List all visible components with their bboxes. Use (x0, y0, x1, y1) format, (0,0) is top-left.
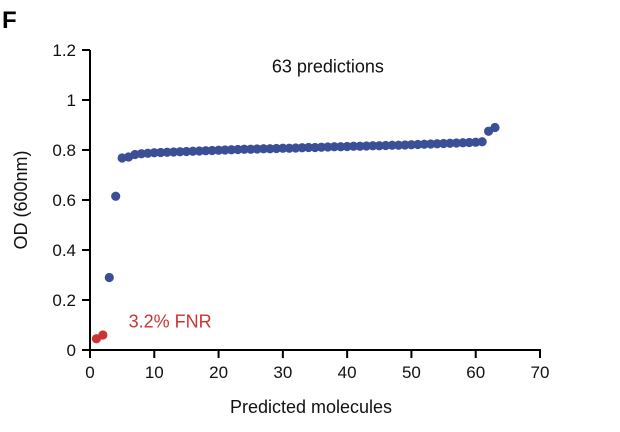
axes: 0 10 20 30 40 50 60 70 0 0.2 0.4 0.6 0.8 1 1.2 (52, 41, 549, 382)
x-tick-label: 70 (531, 363, 550, 382)
data-point (445, 138, 455, 148)
data-point (336, 142, 346, 152)
y-tick-label: 0 (67, 341, 76, 360)
data-point (162, 147, 172, 157)
data-point (387, 140, 397, 150)
data-point (201, 146, 211, 156)
data-points (91, 122, 500, 344)
data-point (168, 147, 179, 157)
data-point (426, 139, 436, 149)
fnr-annotation: 3.2% FNR (129, 312, 212, 332)
data-point (342, 141, 352, 152)
y-axis-title: OD (600nm) (11, 150, 31, 249)
y-tick-label: 0.8 (52, 141, 76, 160)
x-tick-label: 10 (145, 363, 164, 382)
data-point (400, 140, 410, 150)
data-point (207, 145, 217, 156)
data-point (393, 140, 404, 150)
data-point (406, 140, 417, 150)
data-point (316, 142, 327, 152)
x-tick-label: 60 (466, 363, 485, 382)
data-point (149, 148, 159, 158)
data-point (226, 145, 237, 155)
data-point (258, 144, 269, 154)
x-tick-label: 50 (402, 363, 421, 382)
data-point (432, 139, 442, 149)
data-point (98, 330, 108, 340)
y-tick-label: 0.2 (52, 291, 76, 310)
x-tick-label: 40 (338, 363, 357, 382)
data-point (220, 145, 230, 155)
data-point (156, 147, 166, 158)
data-point (348, 141, 359, 151)
data-point (181, 146, 192, 157)
data-point (355, 141, 365, 151)
data-point (188, 146, 198, 156)
x-tick-label: 0 (85, 363, 94, 382)
y-tick-label: 0.4 (52, 241, 76, 260)
annotations: 63 predictions 3.2% FNR (129, 57, 384, 332)
data-point (303, 142, 314, 153)
data-point (284, 143, 294, 153)
panel-label: F (2, 7, 17, 34)
data-point (361, 141, 372, 151)
data-point (278, 143, 288, 153)
y-tick-label: 1.2 (52, 41, 76, 60)
x-tick-label: 20 (209, 363, 228, 382)
data-point (451, 138, 462, 148)
data-point (265, 144, 275, 154)
data-point (310, 142, 320, 153)
data-point (381, 140, 391, 151)
data-point (291, 143, 301, 153)
data-point (111, 191, 121, 201)
y-tick-label: 0.6 (52, 191, 76, 210)
data-point (252, 144, 262, 154)
data-point (233, 144, 243, 155)
data-point (194, 146, 204, 156)
data-point (458, 138, 468, 148)
data-point (374, 141, 384, 151)
data-point (477, 137, 487, 147)
predictions-annotation: 63 predictions (272, 57, 384, 77)
y-tick-label: 1 (67, 91, 76, 110)
data-point (239, 144, 249, 154)
data-point (490, 122, 500, 133)
data-point (329, 142, 339, 152)
data-point (323, 142, 333, 152)
data-point (368, 141, 378, 151)
data-point (419, 139, 429, 149)
data-point (175, 147, 185, 157)
x-axis-title: Predicted molecules (230, 397, 392, 417)
data-point (213, 145, 224, 155)
data-point (104, 272, 114, 283)
data-point (413, 139, 423, 150)
data-point (297, 143, 307, 153)
data-point (464, 137, 474, 148)
data-point (271, 143, 282, 154)
data-point (438, 138, 449, 149)
x-tick-label: 30 (273, 363, 292, 382)
data-point (246, 144, 256, 154)
